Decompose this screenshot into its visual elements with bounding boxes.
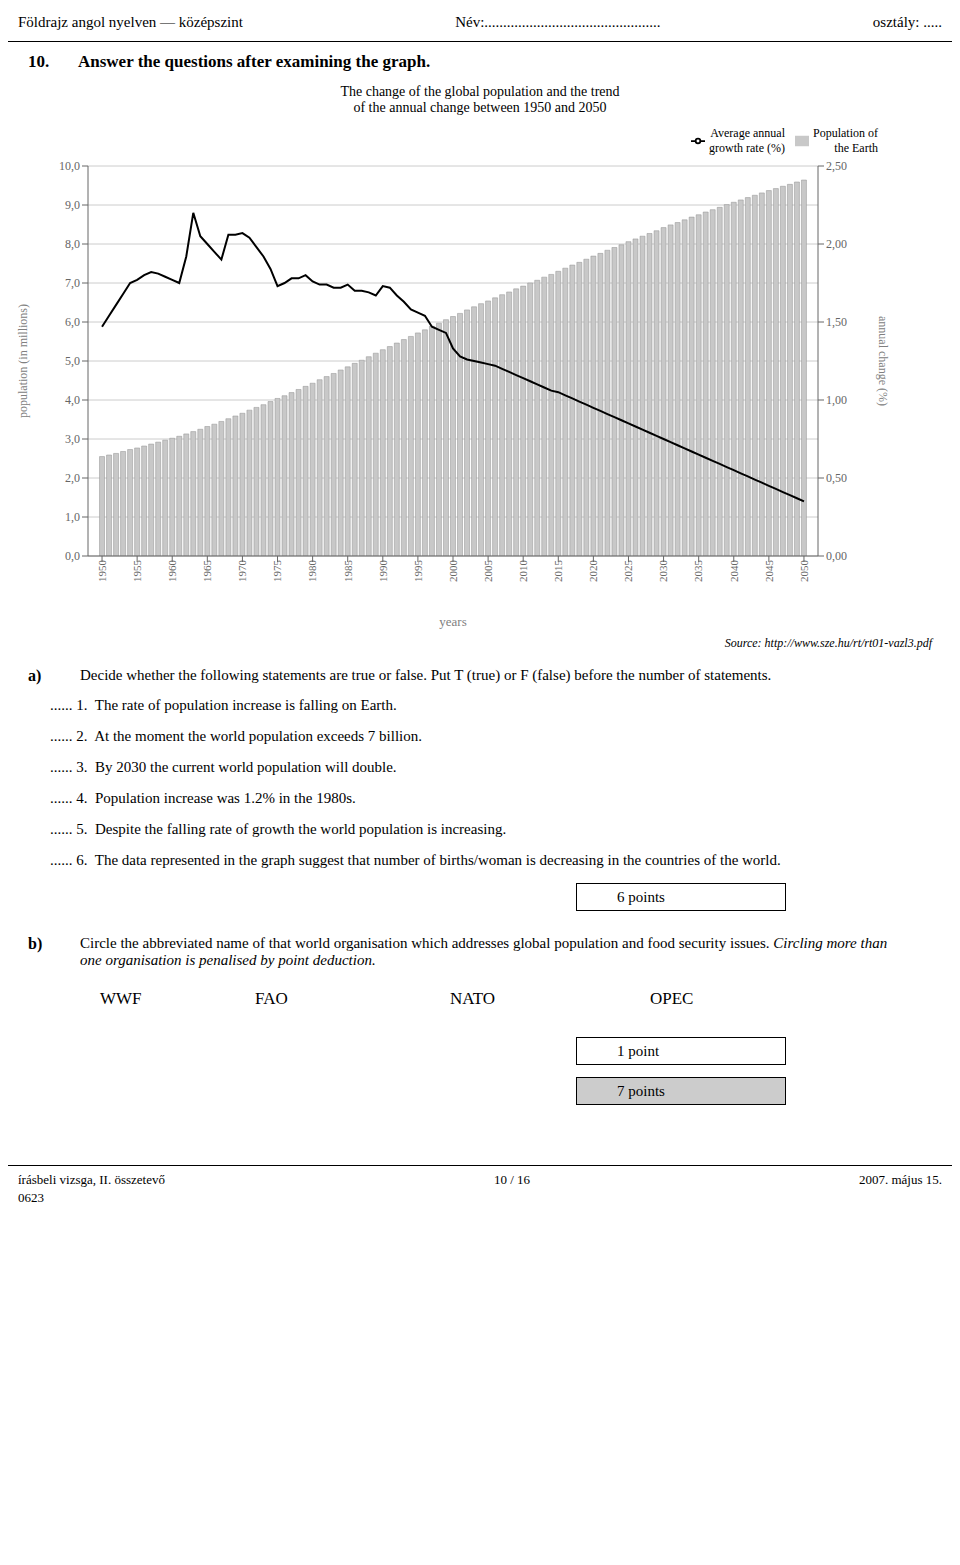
- html-text:Average annual growth rate (%): Average annual growth rate (%): [709, 126, 785, 155]
- svg-text:4,0: 4,0: [65, 393, 80, 407]
- html-text:osztály: .....: osztály: .....: [872, 14, 942, 30]
- svg-text:population (in millions): population (in millions): [16, 304, 30, 418]
- html-text:6 points: 6 points: [617, 888, 665, 905]
- html-text:...... 1. The rate of populati: ...... 1. The rate of population increas…: [50, 697, 397, 713]
- html-text:írásbeli vizsga, II. összetevő: írásbeli vizsga, II. összetevő: [18, 1172, 165, 1187]
- svg-text:2015: 2015: [552, 560, 564, 583]
- html-text:Név:..........................: Név:....................................…: [455, 14, 661, 30]
- html-text:...... 2. At the moment the wo: ...... 2. At the moment the world popula…: [50, 728, 422, 744]
- svg-text:0,50: 0,50: [826, 471, 847, 485]
- html-text:Decide whether the following s: Decide whether the following statements …: [80, 667, 772, 683]
- svg-text:2,50: 2,50: [826, 159, 847, 173]
- svg-text:6,0: 6,0: [65, 315, 80, 329]
- html-text:a): a): [28, 667, 42, 684]
- svg-text:2,0: 2,0: [65, 471, 80, 485]
- html-text:0623: 0623: [18, 1190, 44, 1205]
- svg-text:2050: 2050: [798, 560, 810, 583]
- html-text:FAO: FAO: [255, 989, 288, 1008]
- html-text:2007. május 15.: 2007. május 15.: [858, 1172, 942, 1187]
- svg-text:10,0: 10,0: [59, 159, 80, 173]
- html-text:The change of the global popul: The change of the global population and …: [340, 84, 620, 115]
- html-text:NATO: NATO: [450, 989, 495, 1008]
- html-text:1 point: 1 point: [617, 1042, 660, 1059]
- svg-text:1980: 1980: [306, 560, 318, 583]
- html-text:...... 3. By 2030 the current: ...... 3. By 2030 the current world popu…: [50, 759, 397, 775]
- svg-text:1970: 1970: [236, 560, 248, 583]
- svg-text:2000: 2000: [447, 560, 459, 583]
- svg-text:1950: 1950: [96, 560, 108, 583]
- svg-text:3,0: 3,0: [65, 432, 80, 446]
- html-text:Földrajz angol nyelven — közép: Földrajz angol nyelven — középszint: [18, 14, 243, 30]
- html-text:...... 4. Population increase: ...... 4. Population increase was 1.2% i…: [50, 790, 356, 806]
- html-text:7 points: 7 points: [617, 1082, 665, 1099]
- html-text:b): b): [28, 935, 43, 952]
- svg-text:1960: 1960: [166, 560, 178, 583]
- svg-text:annual change (%): annual change (%): [876, 316, 890, 406]
- svg-text:2045: 2045: [763, 560, 775, 583]
- svg-text:2025: 2025: [622, 560, 634, 583]
- html-text:Source: http://www.sze.hu/rt/r: Source: http://www.sze.hu/rt/rt01-vazl3.…: [724, 636, 932, 650]
- svg-text:7,0: 7,0: [65, 276, 80, 290]
- svg-text:2,00: 2,00: [826, 237, 847, 251]
- html-text:...... 6. The data represented: ...... 6. The data represented in the gr…: [50, 852, 781, 868]
- html-text:Circle the abbreviated name of: Circle the abbreviated name of that worl…: [80, 935, 888, 968]
- html-text:Answer the questions after exa: Answer the questions after examining the…: [78, 52, 431, 71]
- svg-text:5,0: 5,0: [65, 354, 80, 368]
- html-text:10 / 16: 10 / 16: [493, 1172, 530, 1187]
- html-text:WWF: WWF: [100, 989, 142, 1008]
- svg-text:0,0: 0,0: [65, 549, 80, 563]
- svg-text:2005: 2005: [482, 560, 494, 583]
- svg-text:2035: 2035: [692, 560, 704, 583]
- svg-text:1955: 1955: [131, 560, 143, 583]
- html-text:OPEC: OPEC: [650, 989, 694, 1008]
- svg-text:9,0: 9,0: [65, 198, 80, 212]
- svg-text:2010: 2010: [517, 560, 529, 583]
- svg-text:1965: 1965: [201, 560, 213, 583]
- svg-text:8,0: 8,0: [65, 237, 80, 251]
- svg-text:2030: 2030: [657, 560, 669, 583]
- svg-text:1975: 1975: [271, 560, 283, 583]
- html-text:Population of the Earth: Population of the Earth: [813, 126, 878, 155]
- html-text:...... 5. Despite the falling: ...... 5. Despite the falling rate of gr…: [50, 821, 507, 837]
- svg-text:1985: 1985: [342, 560, 354, 583]
- svg-text:years: years: [439, 614, 466, 629]
- svg-text:1,50: 1,50: [826, 315, 847, 329]
- svg-text:0,00: 0,00: [826, 549, 847, 563]
- svg-text:1,0: 1,0: [65, 510, 80, 524]
- svg-text:1995: 1995: [412, 560, 424, 583]
- html-text:10.: 10.: [28, 52, 50, 71]
- svg-text:2040: 2040: [728, 560, 740, 583]
- svg-text:1990: 1990: [377, 560, 389, 583]
- svg-text:2020: 2020: [587, 560, 599, 583]
- svg-text:1,00: 1,00: [826, 393, 847, 407]
